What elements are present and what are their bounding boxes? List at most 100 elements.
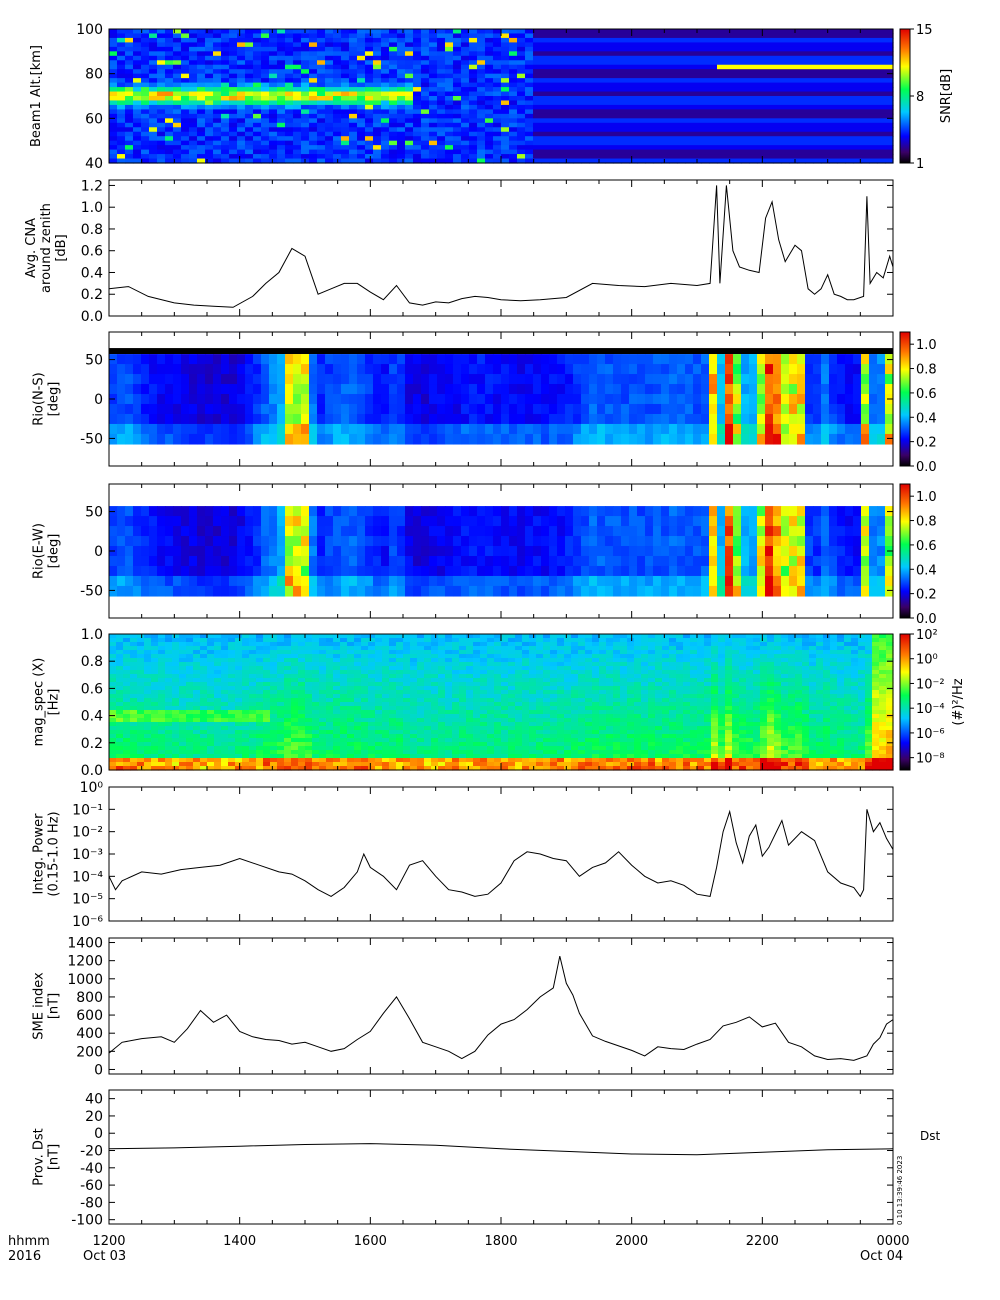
beam1-cell: [493, 78, 502, 84]
rio-cell: [805, 433, 814, 445]
beam1-cell: [221, 145, 230, 151]
beam1-cell: [885, 69, 894, 75]
mag-spec-cell: [123, 758, 131, 763]
rio-cell: [757, 585, 766, 597]
beam1-cell: [605, 87, 614, 93]
rio-cell: [645, 506, 654, 517]
rio-cell: [333, 506, 342, 517]
beam1-cell: [813, 140, 822, 146]
beam1-cell: [637, 87, 646, 93]
rio-cell: [813, 394, 822, 405]
beam1-cell: [373, 140, 382, 146]
rio-cell: [213, 364, 222, 375]
beam1-cell: [845, 51, 854, 57]
beam1-cell: [509, 69, 518, 75]
rio-cell: [661, 354, 670, 365]
rio-cell: [709, 575, 718, 587]
beam1-cell: [237, 51, 246, 57]
beam1-cell: [821, 42, 830, 48]
beam1-cell: [389, 136, 398, 142]
rio-cell: [413, 433, 422, 445]
rio-cell: [301, 403, 310, 415]
beam1-cell: [197, 37, 206, 43]
rio-cell: [317, 575, 326, 587]
beam1-cell: [677, 37, 686, 43]
beam1-cell: [237, 37, 246, 43]
rio-cell: [181, 413, 190, 425]
rio-cell: [813, 506, 822, 517]
rio-cell: [133, 423, 142, 435]
beam1-cell: [437, 33, 446, 39]
beam1-cell: [853, 87, 862, 93]
rio-cell: [421, 555, 430, 567]
beam1-cell: [629, 60, 638, 66]
beam1-cell: [493, 104, 502, 110]
beam1-cell: [173, 145, 182, 151]
rio-cell: [277, 433, 286, 445]
beam1-cell: [741, 154, 750, 160]
beam1-cell: [573, 55, 582, 61]
beam1-cell: [229, 51, 238, 57]
rio-cell: [869, 585, 878, 597]
rio-cell: [221, 384, 230, 395]
cna-ylabel: Avg. CNAaround zenith[dB]: [24, 203, 69, 293]
rio-cell: [421, 516, 430, 527]
rio-cell: [469, 565, 478, 577]
beam1-cell: [333, 96, 342, 102]
beam1-cell: [229, 140, 238, 146]
rio-cell: [181, 374, 190, 385]
rio-cell: [293, 384, 302, 395]
rio-cell: [117, 506, 126, 517]
beam1-cell: [669, 37, 678, 43]
rio-cell: [493, 536, 502, 547]
beam1-cell: [325, 51, 334, 57]
beam1-cell: [397, 118, 406, 124]
rio-cell: [645, 403, 654, 415]
rio-cell: [437, 413, 446, 425]
mag-spec-cell: [123, 650, 131, 655]
beam1-cell: [661, 91, 670, 97]
beam1-cell: [437, 96, 446, 102]
beam1-cell: [453, 127, 462, 133]
rio-cell: [445, 364, 454, 375]
rio-cell: [725, 413, 734, 425]
rio-cell: [365, 516, 374, 527]
beam1-cell: [637, 154, 646, 160]
beam1-cell: [293, 73, 302, 79]
beam1-cell: [205, 37, 214, 43]
beam1-cell: [469, 73, 478, 79]
rio-cell: [621, 433, 630, 445]
beam1-cell: [605, 64, 614, 70]
rio-cell: [613, 374, 622, 385]
beam1-cell: [189, 29, 198, 35]
beam1-cell: [589, 149, 598, 155]
rio-cell: [285, 585, 294, 597]
rio-cell: [413, 364, 422, 375]
beam1-cell: [541, 145, 550, 151]
rio-cell: [165, 575, 174, 587]
rio-cell: [213, 516, 222, 527]
rio-cell: [269, 413, 278, 425]
beam1-cell: [141, 73, 150, 79]
beam1-cell: [685, 127, 694, 133]
beam1-cell: [661, 37, 670, 43]
beam1-cell: [437, 55, 446, 61]
rio-cell: [869, 536, 878, 547]
beam1-cell: [757, 122, 766, 128]
rio-cell: [533, 354, 542, 365]
beam1-cell: [245, 158, 254, 164]
rio-cell: [741, 526, 750, 537]
beam1-cell: [165, 145, 174, 151]
beam1-cell: [405, 37, 414, 43]
rio-cell: [453, 526, 462, 537]
beam1-cell: [149, 82, 158, 88]
rio-cell: [189, 354, 198, 365]
beam1-cell: [557, 127, 566, 133]
beam1-cell: [485, 131, 494, 137]
beam1-cell: [173, 33, 182, 39]
beam1-cell: [245, 33, 254, 39]
rio-cell: [181, 364, 190, 375]
beam1-cell: [837, 73, 846, 79]
rio-cell: [477, 403, 486, 415]
rio-cell: [285, 555, 294, 567]
